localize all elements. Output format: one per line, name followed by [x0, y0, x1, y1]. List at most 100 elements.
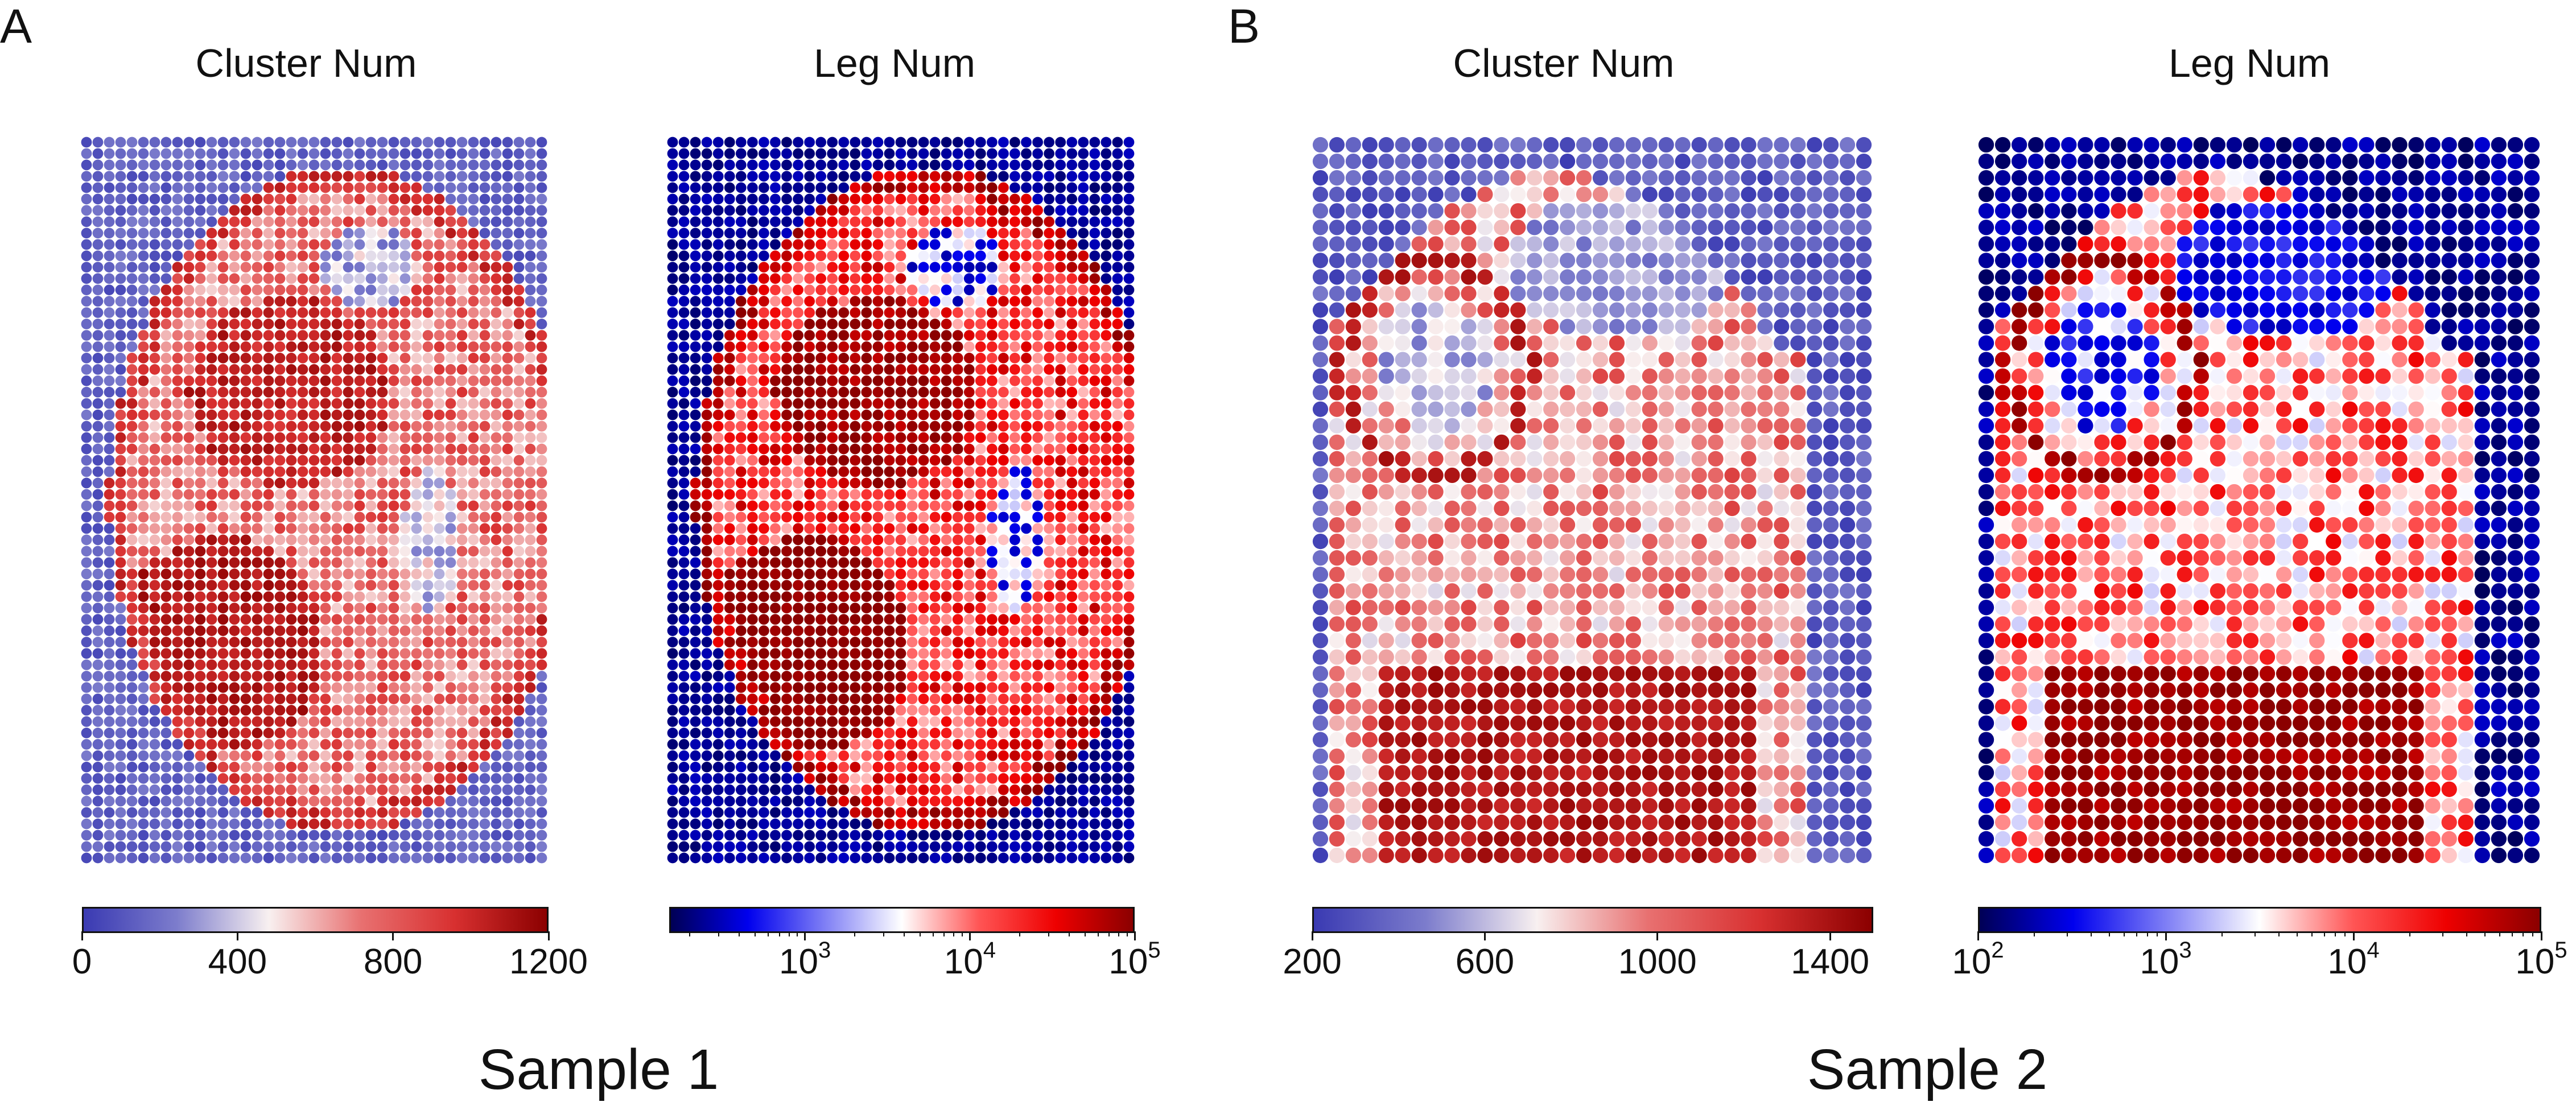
heatmap-spot — [411, 398, 422, 409]
heatmap-spot — [252, 738, 263, 750]
heatmap-spot — [81, 682, 92, 693]
heatmap-spot — [308, 738, 320, 750]
heatmap-spot — [331, 409, 343, 420]
heatmap-spot — [286, 750, 297, 761]
heatmap-spot — [1123, 432, 1135, 443]
heatmap-spot — [445, 637, 456, 647]
heatmap-spot — [1055, 239, 1066, 250]
heatmap-spot — [525, 193, 536, 205]
heatmap-spot — [445, 625, 456, 637]
heatmap-spot — [92, 750, 104, 761]
heatmap-spot — [149, 534, 160, 546]
heatmap-spot — [468, 807, 479, 818]
heatmap-spot — [827, 262, 838, 273]
heatmap-spot — [286, 591, 297, 602]
heatmap-spot — [1009, 273, 1020, 284]
heatmap-spot — [850, 159, 861, 171]
heatmap-spot — [998, 420, 1009, 432]
heatmap-spot — [479, 284, 491, 295]
heatmap-spot — [525, 659, 536, 670]
heatmap-spot — [1032, 228, 1043, 239]
heatmap-spot — [445, 591, 456, 602]
heatmap-spot — [502, 250, 513, 262]
heatmap-spot — [183, 443, 195, 455]
heatmap-spot — [183, 307, 195, 318]
heatmap-spot — [138, 375, 149, 386]
heatmap-spot — [747, 682, 758, 693]
heatmap-spot — [815, 750, 827, 761]
heatmap-spot — [138, 738, 149, 750]
heatmap-spot — [525, 818, 536, 830]
heatmap-spot — [217, 353, 229, 364]
heatmap-spot — [445, 852, 456, 864]
heatmap-spot — [724, 671, 735, 682]
heatmap-spot — [388, 534, 399, 546]
heatmap-spot — [690, 353, 701, 364]
heatmap-spot — [929, 738, 941, 750]
heatmap-spot — [827, 761, 838, 773]
heatmap-spot — [160, 398, 172, 409]
heatmap-spot — [468, 239, 479, 250]
heatmap-spot — [263, 205, 274, 216]
heatmap-spot — [884, 694, 895, 704]
heatmap-spot — [456, 216, 468, 228]
heatmap-spot — [502, 841, 513, 852]
heatmap-spot — [1009, 216, 1020, 228]
heatmap-spot — [998, 159, 1009, 171]
heatmap-spot — [104, 591, 115, 602]
heatmap-spot — [354, 568, 365, 580]
heatmap-spot — [770, 784, 781, 795]
heatmap-spot — [456, 284, 468, 295]
heatmap-spot — [747, 137, 758, 148]
heatmap-spot — [815, 705, 827, 716]
heatmap-spot — [975, 568, 986, 580]
heatmap-spot — [770, 159, 781, 171]
heatmap-spot — [1112, 773, 1123, 784]
heatmap-spot — [838, 432, 850, 443]
heatmap-spot — [1055, 716, 1066, 727]
heatmap-spot — [183, 148, 195, 159]
heatmap-spot — [690, 614, 701, 625]
heatmap-spot — [388, 625, 399, 637]
heatmap-spot — [1101, 250, 1112, 262]
heatmap-spot — [422, 250, 434, 262]
heatmap-spot — [815, 477, 827, 489]
heatmap-spot — [929, 546, 941, 557]
heatmap-spot — [468, 637, 479, 647]
heatmap-spot — [525, 795, 536, 807]
heatmap-spot — [1078, 534, 1089, 546]
heatmap-spot — [422, 830, 434, 841]
heatmap-spot — [929, 523, 941, 534]
heatmap-spot — [274, 568, 286, 580]
heatmap-spot — [308, 171, 320, 182]
heatmap-spot — [354, 648, 365, 659]
heatmap-spot — [343, 716, 354, 727]
heatmap-spot — [918, 364, 929, 375]
heatmap-spot — [1078, 148, 1089, 159]
heatmap-spot — [998, 398, 1009, 409]
heatmap-spot — [172, 534, 183, 546]
heatmap-spot — [1112, 398, 1123, 409]
heatmap-spot — [104, 773, 115, 784]
heatmap-spot — [770, 694, 781, 704]
heatmap-spot — [861, 477, 872, 489]
heatmap-spot — [1123, 591, 1135, 602]
heatmap-spot — [1101, 330, 1112, 341]
heatmap-spot — [343, 761, 354, 773]
heatmap-spot — [1021, 477, 1032, 489]
heatmap-spot — [712, 330, 724, 341]
heatmap-spot — [536, 284, 547, 295]
heatmap-spot — [850, 705, 861, 716]
heatmap-spot — [759, 466, 769, 477]
heatmap-spot — [479, 511, 491, 523]
heatmap-spot — [793, 568, 803, 580]
heatmap-spot — [793, 420, 803, 432]
heatmap-spot — [747, 159, 758, 171]
heatmap-spot — [172, 773, 183, 784]
heatmap-spot — [1112, 716, 1123, 727]
heatmap-spot — [793, 671, 803, 682]
heatmap-spot — [149, 784, 160, 795]
heatmap-spot — [998, 353, 1009, 364]
heatmap-spot — [975, 443, 986, 455]
heatmap-spot — [1021, 705, 1032, 716]
